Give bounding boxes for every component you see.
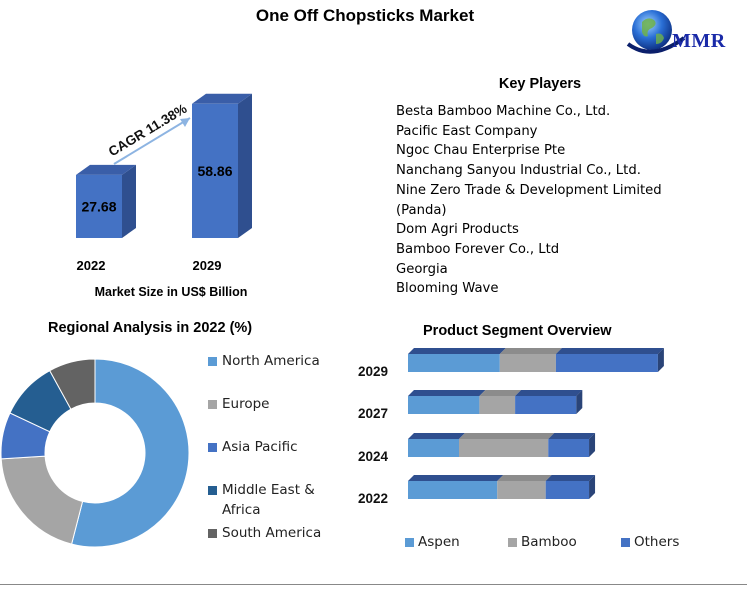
segment-top [408, 348, 506, 354]
segment-bamboo [497, 481, 546, 499]
key-player-item: (Panda) [396, 202, 447, 218]
legend-swatch [208, 357, 217, 366]
segment-top [408, 390, 486, 396]
legend-swatch [405, 538, 414, 547]
bar-top-2029 [192, 93, 252, 104]
segment-bamboo [459, 439, 549, 457]
bar-end-side [589, 475, 596, 499]
legend-item: Aspen [405, 532, 460, 552]
bar-side-2022 [122, 164, 136, 238]
category-label: 2022 [77, 258, 106, 273]
key-players-title: Key Players [498, 76, 582, 92]
segment-aspen [408, 481, 498, 499]
legend-label: Aspen [418, 534, 460, 550]
bottom-divider [0, 584, 747, 585]
globe-icon [626, 10, 686, 54]
legend-label: Asia Pacific [222, 439, 298, 455]
legend-swatch [208, 400, 217, 409]
segment-top [555, 348, 664, 354]
segment-top [515, 390, 583, 396]
legend-label: North America [222, 353, 320, 369]
arrow-head-icon [180, 118, 190, 127]
logo-text: MMR [672, 30, 726, 52]
cagr-arrow [113, 117, 191, 165]
bar-end-side [657, 348, 664, 372]
category-label: 2029 [193, 258, 222, 273]
segment-top [499, 348, 562, 354]
legend-swatch [508, 538, 517, 547]
segment-top [408, 475, 504, 481]
legend-label: Others [634, 534, 680, 550]
segment-top [408, 433, 465, 439]
segment-others [515, 396, 577, 414]
segment-others [545, 481, 590, 499]
key-player-item: Nanchang Sanyou Industrial Co., Ltd. [396, 163, 641, 179]
segment-others [555, 354, 658, 372]
market-size-chart: 27.68 2022 58.86 2029 Market Size in US$ Bil… [76, 93, 252, 299]
segment-top [497, 475, 552, 481]
segment-top [548, 433, 596, 439]
segment-aspen [408, 396, 480, 414]
category-label: 2029 [358, 364, 388, 379]
segment-top [479, 390, 522, 396]
key-player-item: Blooming Wave [396, 281, 499, 297]
segment-top [545, 475, 596, 481]
bar-data-label: 27.68 [81, 198, 116, 214]
product-segment-legend: Aspen Bamboo Others [405, 532, 705, 554]
key-player-item: Pacific East Company [396, 123, 538, 139]
chart-title: One Off Chopsticks Market [255, 6, 475, 25]
legend-item: Asia Pacific [208, 437, 332, 457]
key-player-item: Besta Bamboo Machine Co., Ltd. [396, 104, 611, 119]
bar-side-2029 [238, 93, 252, 238]
segment-aspen [408, 354, 500, 372]
bar-data-label: 58.86 [197, 163, 232, 179]
legend-label: Europe [222, 396, 270, 412]
legend-item: Others [621, 532, 679, 552]
segment-bamboo [479, 396, 516, 414]
legend-swatch [208, 529, 217, 538]
legend-item: Europe [208, 394, 332, 414]
legend-swatch [208, 486, 217, 495]
legend-item: Middle East & Africa [208, 480, 332, 520]
legend-item: Bamboo [508, 532, 577, 552]
segment-top [459, 433, 555, 439]
legend-swatch [208, 443, 217, 452]
key-player-item: Bamboo Forever Co., Ltd [396, 241, 560, 257]
key-player-item: Nine Zero Trade & Development Limited [396, 182, 662, 198]
legend-item: South America [208, 523, 332, 543]
legend-label: Middle East & Africa [222, 482, 315, 518]
bar-2022 [76, 174, 122, 238]
x-axis-label: Market Size in US$ Billion [95, 285, 248, 299]
segment-others [548, 439, 590, 457]
category-label: 2022 [358, 491, 388, 506]
key-player-item: Ngoc Chau Enterprise Pte [396, 143, 566, 159]
category-label: 2027 [358, 406, 388, 421]
legend-item: North America [208, 351, 332, 371]
bar-top-2022 [76, 164, 136, 175]
regional-analysis-title: Regional Analysis in 2022 (%) [48, 320, 253, 336]
category-label: 2024 [358, 449, 389, 464]
segment-bamboo [499, 354, 556, 372]
regional-donut-chart [0, 358, 190, 548]
bar-end-side [589, 433, 596, 457]
donut-slice [49, 358, 96, 410]
donut-slice [0, 455, 84, 545]
legend-swatch [621, 538, 630, 547]
legend-label: Bamboo [521, 534, 577, 550]
product-segment-chart: 2029 2027 2024 2022 [358, 348, 664, 506]
key-players-list: Besta Bamboo Machine Co., Ltd. Pacific Ea… [396, 102, 696, 299]
segment-aspen [408, 439, 459, 457]
key-player-item: Georgia [396, 261, 448, 277]
donut-slice [71, 358, 190, 548]
legend-label: South America [222, 525, 322, 541]
cagr-annotation: CAGR 11.38% [106, 101, 190, 159]
bar-end-side [576, 390, 583, 414]
key-player-item: Dom Agri Products [396, 222, 519, 238]
product-segment-title: Product Segment Overview [423, 323, 612, 339]
bar-2029 [192, 103, 238, 238]
